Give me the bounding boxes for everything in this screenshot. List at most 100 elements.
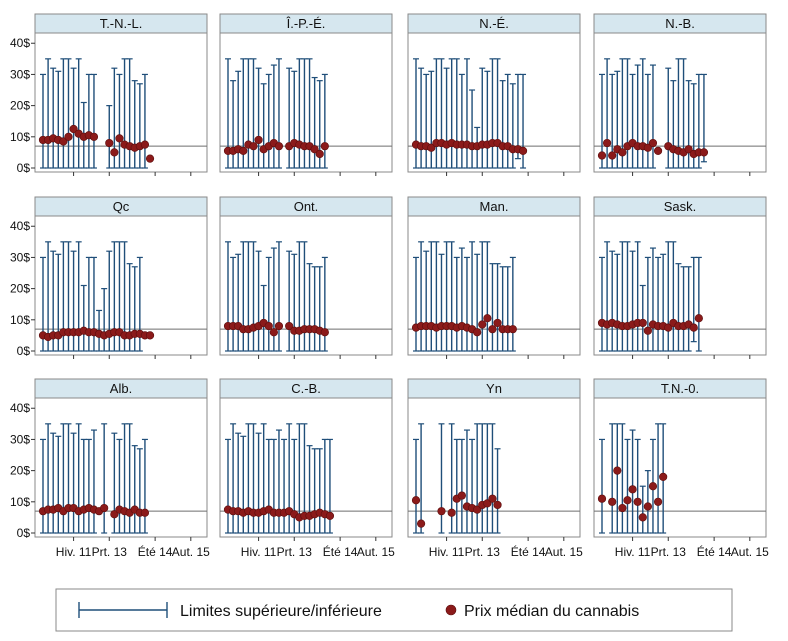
median-point [638, 513, 647, 522]
panel-9: C.-B. Hiv. 11 Prt. 13 Été 14 Aut. 15 [219, 378, 395, 559]
y-tick-label: 0$ [17, 344, 31, 358]
median-point [473, 505, 482, 514]
x-tick-label: Hiv. 11 [241, 545, 277, 559]
panel-8: Alb. 0$ 10$ 20$ 30$ 40$ Hiv. 11 Prt. 13 Été 14 Au… [10, 378, 210, 559]
median-point [320, 142, 329, 151]
median-point [488, 325, 497, 334]
panel-title: N.-É. [479, 16, 509, 31]
y-tick-label: 20$ [10, 99, 30, 113]
panel-title: Qc [113, 199, 130, 214]
median-point [648, 482, 658, 491]
median-point [597, 494, 607, 503]
median-point [249, 142, 258, 151]
median-point [608, 497, 617, 506]
median-point [608, 151, 617, 160]
median-point [69, 124, 78, 134]
median-point [602, 138, 612, 148]
x-tick-label: Hiv. 11 [56, 545, 92, 559]
panel-title: T.N.-0. [661, 381, 699, 396]
plot-frame [219, 215, 393, 356]
median-point [145, 154, 155, 163]
median-point [483, 499, 492, 508]
panel-7: Sask. [593, 196, 767, 359]
median-point [473, 328, 482, 337]
y-tick-label: 40$ [10, 401, 30, 415]
legend-median-label: Prix médian du cannabis [464, 603, 639, 620]
y-tick-label: 40$ [10, 219, 30, 233]
y-tick-label: 30$ [10, 67, 30, 81]
median-point [623, 496, 632, 505]
panel-6: Man. [407, 196, 581, 359]
median-point [427, 143, 436, 152]
median-point [684, 145, 693, 154]
y-tick-label: 20$ [10, 282, 30, 296]
y-tick-label: 0$ [17, 161, 31, 175]
median-point [618, 148, 627, 157]
y-tick-label: 40$ [10, 36, 30, 50]
median-point [140, 140, 150, 149]
panel-title: Sask. [664, 199, 697, 214]
median-point [659, 472, 668, 481]
median-point [457, 491, 466, 500]
legend-range-label: Limites supérieure/inférieure [180, 603, 382, 620]
panel-title: Man. [480, 199, 509, 214]
median-point [488, 494, 497, 503]
median-point [643, 502, 652, 511]
median-point [100, 503, 109, 513]
median-point [254, 135, 263, 145]
y-tick-label: 30$ [10, 250, 30, 264]
y-tick-label: 20$ [10, 464, 30, 478]
median-point [274, 321, 284, 331]
panel-11: T.N.-0. Hiv. 11 Prt. 13 Été 14 Aut. 15 [593, 378, 769, 559]
x-tick-label: Prt. 13 [92, 545, 128, 559]
x-tick-label: Été 14 [511, 544, 546, 559]
median-point [483, 314, 492, 323]
median-point [694, 314, 703, 323]
panel-title: Ont. [294, 199, 319, 214]
median-point [478, 320, 487, 329]
median-point [239, 146, 248, 155]
median-point [315, 149, 324, 159]
median-point [140, 508, 150, 517]
panel-title: T.-N.-L. [100, 16, 143, 31]
median-point [493, 318, 502, 328]
panel-title: C.-B. [291, 381, 321, 396]
panel-title: N.-B. [665, 16, 695, 31]
panel-1: Î.-P.-É. [219, 13, 393, 176]
x-tick-label: Aut. 15 [545, 545, 583, 559]
median-point [115, 134, 124, 143]
median-point [689, 323, 698, 332]
median-point [325, 511, 335, 520]
panel-title: Yn [486, 381, 502, 396]
median-point [518, 146, 528, 155]
legend-box [55, 588, 733, 632]
median-point [447, 508, 456, 517]
median-point [699, 148, 709, 157]
median-point [648, 138, 658, 148]
median-point [89, 132, 99, 141]
plot-frame [34, 397, 208, 538]
median-point [618, 503, 627, 513]
median-point [264, 321, 273, 331]
median-point [508, 325, 517, 334]
median-point [653, 146, 663, 155]
x-tick-label: Aut. 15 [731, 545, 769, 559]
plot-frame [593, 215, 767, 356]
plot-frame [34, 32, 208, 173]
panel-10: Yn Hiv. 11 Prt. 13 Été 14 Aut. 15 [407, 378, 583, 559]
plot-frame [407, 215, 581, 356]
y-tick-label: 10$ [10, 130, 30, 144]
median-point [638, 318, 647, 328]
panel-3: N.-B. [593, 13, 767, 176]
median-point [110, 148, 119, 157]
median-point [274, 142, 284, 151]
median-point [664, 323, 673, 332]
median-point [320, 328, 329, 337]
median-point [105, 138, 114, 148]
median-point [643, 143, 652, 152]
median-point [653, 497, 663, 506]
x-tick-label: Été 14 [697, 544, 732, 559]
median-point [597, 151, 607, 160]
x-tick-label: Prt. 13 [465, 545, 501, 559]
